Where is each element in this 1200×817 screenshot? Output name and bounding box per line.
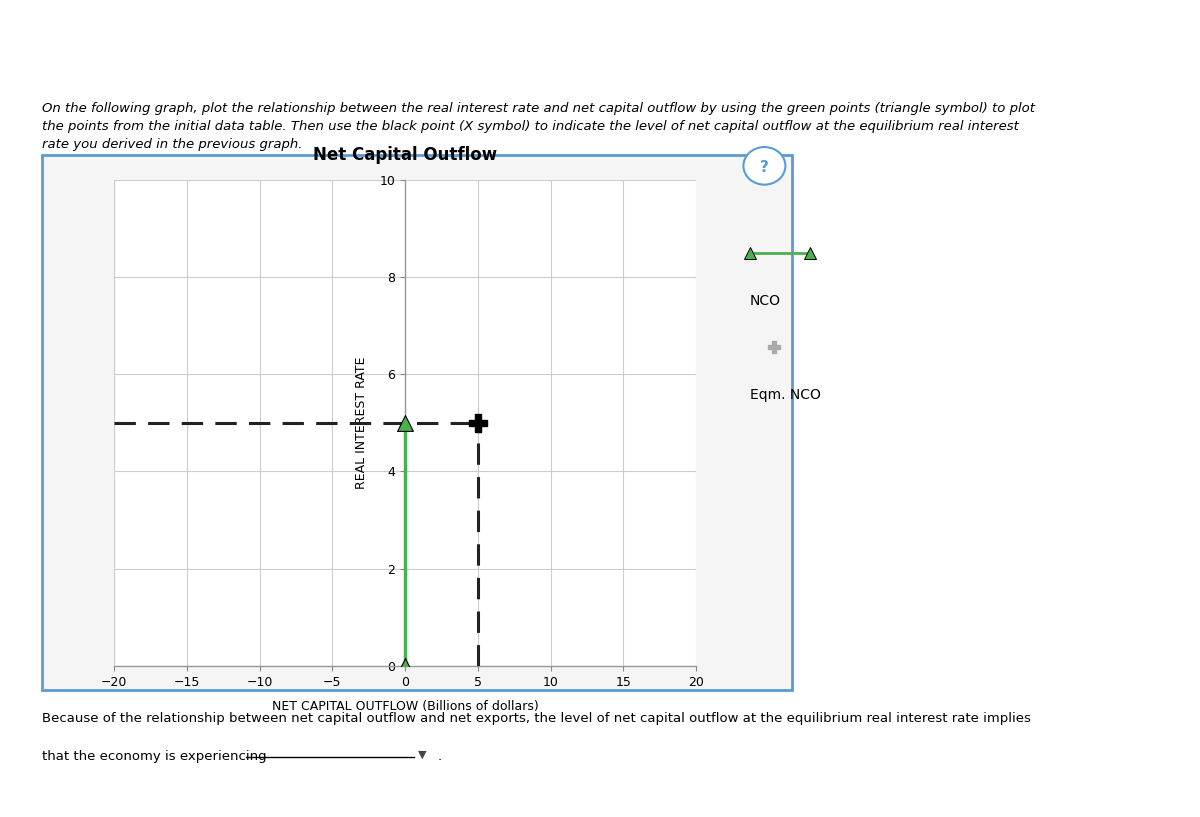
Text: Eqm. NCO: Eqm. NCO <box>750 388 821 402</box>
Text: NCO: NCO <box>750 294 781 308</box>
Point <box>468 417 487 430</box>
Text: that the economy is experiencing: that the economy is experiencing <box>42 750 266 763</box>
X-axis label: NET CAPITAL OUTFLOW (Billions of dollars): NET CAPITAL OUTFLOW (Billions of dollars… <box>271 699 539 712</box>
Circle shape <box>744 147 785 185</box>
Text: .: . <box>438 750 442 763</box>
Text: Because of the relationship between net capital outflow and net exports, the lev: Because of the relationship between net … <box>42 712 1031 725</box>
Text: ?: ? <box>760 159 769 175</box>
Point <box>396 659 415 672</box>
Y-axis label: REAL INTEREST RATE: REAL INTEREST RATE <box>355 356 368 489</box>
Point <box>396 417 415 430</box>
Title: Net Capital Outflow: Net Capital Outflow <box>313 146 497 164</box>
Text: ▼: ▼ <box>418 749 426 759</box>
Text: On the following graph, plot the relationship between the real interest rate and: On the following graph, plot the relatio… <box>42 102 1034 151</box>
